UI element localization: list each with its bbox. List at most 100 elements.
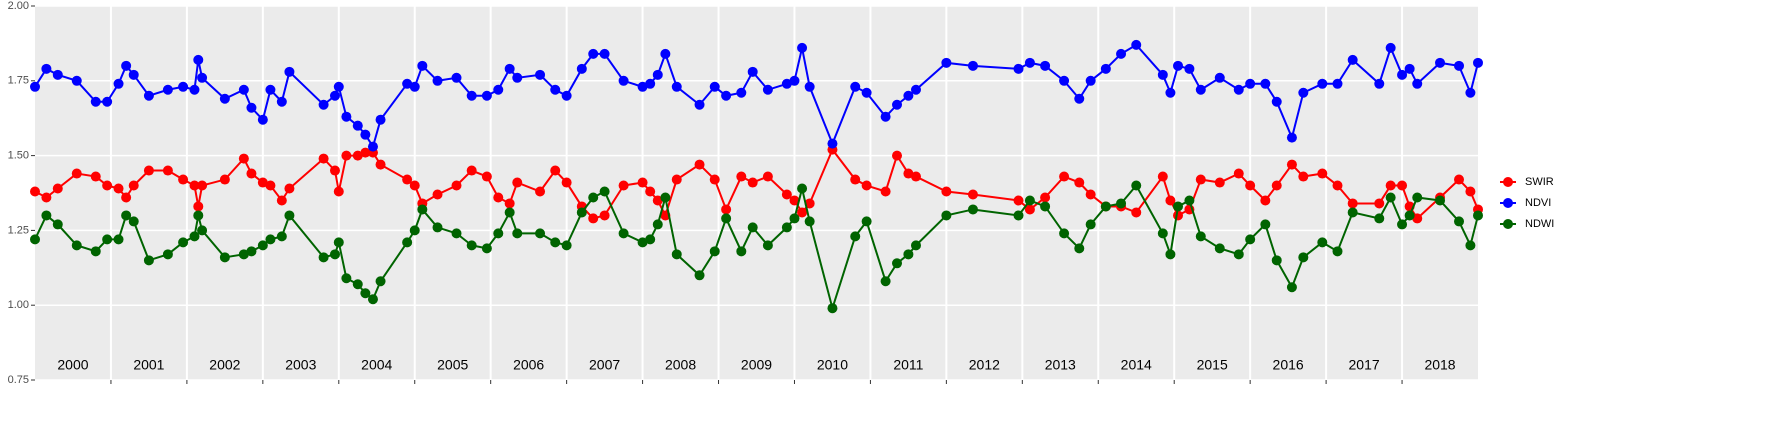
point bbox=[588, 213, 599, 224]
point bbox=[90, 96, 101, 107]
point bbox=[797, 42, 808, 53]
year-label: 2012 bbox=[969, 357, 1000, 373]
point bbox=[402, 174, 413, 185]
legend-label: NDVI bbox=[1525, 197, 1551, 209]
point bbox=[318, 252, 329, 263]
point bbox=[1286, 159, 1297, 170]
point bbox=[1465, 240, 1476, 251]
legend-key bbox=[1503, 177, 1513, 187]
legend-label: SWIR bbox=[1525, 176, 1554, 188]
point bbox=[861, 87, 872, 98]
point bbox=[1397, 69, 1408, 80]
point bbox=[493, 192, 504, 203]
year-label: 2013 bbox=[1045, 357, 1076, 373]
point bbox=[1317, 168, 1328, 179]
point bbox=[618, 75, 629, 86]
point bbox=[246, 102, 257, 113]
point bbox=[747, 177, 758, 188]
point bbox=[660, 192, 671, 203]
point bbox=[162, 84, 173, 95]
point bbox=[284, 210, 295, 221]
year-label: 2008 bbox=[665, 357, 696, 373]
point bbox=[1195, 231, 1206, 242]
point bbox=[432, 75, 443, 86]
point bbox=[910, 171, 921, 182]
point bbox=[1435, 195, 1446, 206]
point bbox=[1024, 195, 1035, 206]
point bbox=[660, 48, 671, 59]
point bbox=[375, 114, 386, 125]
point bbox=[466, 240, 477, 251]
point bbox=[747, 222, 758, 233]
point bbox=[113, 183, 124, 194]
point bbox=[284, 183, 295, 194]
point bbox=[481, 90, 492, 101]
point bbox=[1465, 87, 1476, 98]
point bbox=[804, 81, 815, 92]
point bbox=[671, 249, 682, 260]
point bbox=[30, 186, 40, 197]
point bbox=[576, 63, 587, 74]
year-label: 2018 bbox=[1424, 357, 1455, 373]
point bbox=[1040, 192, 1051, 203]
point bbox=[1157, 228, 1168, 239]
point bbox=[1385, 192, 1396, 203]
point bbox=[1157, 69, 1168, 80]
point bbox=[1271, 180, 1282, 191]
point bbox=[512, 228, 523, 239]
point bbox=[1013, 195, 1024, 206]
point bbox=[197, 72, 208, 83]
point bbox=[409, 180, 420, 191]
point bbox=[143, 255, 154, 266]
point bbox=[652, 219, 663, 230]
year-label: 2015 bbox=[1197, 357, 1228, 373]
point bbox=[402, 237, 413, 248]
point bbox=[781, 222, 792, 233]
point bbox=[1059, 75, 1070, 86]
point bbox=[694, 270, 705, 281]
point bbox=[709, 81, 720, 92]
point bbox=[284, 66, 295, 77]
point bbox=[189, 231, 200, 242]
point bbox=[193, 54, 204, 65]
point bbox=[747, 66, 758, 77]
point bbox=[409, 81, 420, 92]
y-tick-label: 2.00 bbox=[8, 0, 29, 12]
year-label: 2004 bbox=[361, 357, 392, 373]
point bbox=[1412, 78, 1423, 89]
point bbox=[265, 180, 276, 191]
point bbox=[512, 72, 523, 83]
point bbox=[276, 195, 287, 206]
point bbox=[276, 96, 287, 107]
point bbox=[1040, 201, 1051, 212]
point bbox=[1165, 249, 1176, 260]
point bbox=[1233, 249, 1244, 260]
point bbox=[1374, 213, 1385, 224]
year-label: 2017 bbox=[1349, 357, 1380, 373]
point bbox=[1245, 78, 1256, 89]
point bbox=[652, 195, 663, 206]
point bbox=[709, 174, 720, 185]
point bbox=[41, 63, 52, 74]
point bbox=[550, 237, 561, 248]
point bbox=[143, 90, 154, 101]
point bbox=[535, 69, 546, 80]
point bbox=[910, 84, 921, 95]
point bbox=[599, 210, 610, 221]
point bbox=[360, 129, 371, 140]
point bbox=[367, 294, 378, 305]
point bbox=[257, 240, 268, 251]
point bbox=[892, 258, 903, 269]
point bbox=[1184, 195, 1195, 206]
point bbox=[1131, 180, 1142, 191]
point bbox=[238, 84, 249, 95]
point bbox=[762, 84, 773, 95]
point bbox=[189, 84, 200, 95]
point bbox=[1245, 234, 1256, 245]
point bbox=[789, 75, 800, 86]
point bbox=[721, 90, 732, 101]
point bbox=[41, 210, 52, 221]
point bbox=[903, 168, 914, 179]
point bbox=[1245, 180, 1256, 191]
